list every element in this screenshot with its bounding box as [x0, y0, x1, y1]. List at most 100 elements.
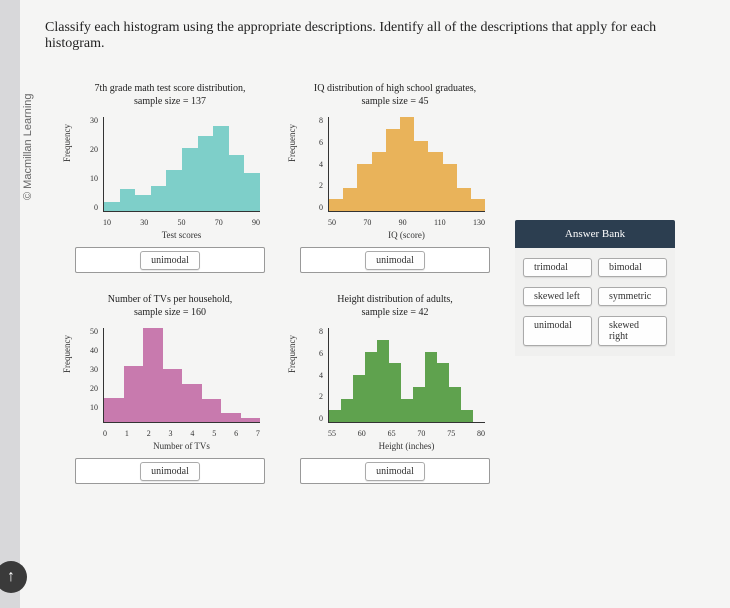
y-tick: 2 — [300, 182, 326, 190]
arrow-up-icon: ↑ — [7, 568, 15, 586]
x-ticks: 556065707580 — [328, 429, 485, 438]
bar — [166, 170, 182, 211]
bar — [120, 189, 136, 211]
drop-zone-3[interactable]: unimodal — [75, 458, 265, 484]
bar — [457, 188, 471, 212]
x-axis-label: Number of TVs — [103, 441, 260, 451]
plot-area — [328, 328, 485, 423]
x-tick: 130 — [473, 218, 485, 227]
drop-zone-1[interactable]: unimodal — [75, 247, 265, 273]
chart-title: 7th grade math test score distribution, … — [94, 82, 245, 108]
chart-cell-3: Number of TVs per household, sample size… — [65, 293, 275, 484]
bar — [163, 369, 183, 422]
bar — [413, 387, 425, 422]
bar — [386, 129, 400, 211]
answer-bank-chip[interactable]: symmetric — [598, 287, 667, 306]
bar — [329, 199, 343, 211]
x-tick: 7 — [256, 429, 260, 438]
x-tick: 70 — [215, 218, 223, 227]
answer-bank-header: Answer Bank — [515, 220, 675, 248]
chart-title: Height distribution of adults, sample si… — [337, 293, 453, 319]
bar — [425, 352, 437, 423]
x-axis-label: Test scores — [103, 230, 260, 240]
x-tick: 0 — [103, 429, 107, 438]
y-tick: 2 — [300, 393, 326, 401]
y-tick: 10 — [75, 175, 101, 183]
bar — [241, 418, 261, 422]
chart-cell-4: Height distribution of adults, sample si… — [290, 293, 500, 484]
bar — [343, 188, 357, 212]
answer-chip[interactable]: unimodal — [140, 251, 200, 270]
content-grid: 7th grade math test score distribution, … — [65, 82, 715, 484]
y-tick: 50 — [75, 328, 101, 336]
y-axis-label: Frequency — [287, 335, 297, 373]
y-ticks: 10 20 30 40 50 — [75, 328, 101, 423]
y-axis-label: Frequency — [62, 335, 72, 373]
x-tick: 50 — [178, 218, 186, 227]
answer-bank-chip[interactable]: skewed right — [598, 316, 667, 346]
y-tick: 10 — [75, 404, 101, 412]
y-tick: 20 — [75, 146, 101, 154]
bar — [353, 375, 365, 422]
x-ticks: 507090110130 — [328, 218, 485, 227]
x-tick: 60 — [358, 429, 366, 438]
y-tick: 0 — [300, 415, 326, 423]
answer-bank-chip[interactable]: skewed left — [523, 287, 592, 306]
bar — [143, 328, 163, 422]
bar — [229, 155, 245, 211]
bar — [377, 340, 389, 422]
x-tick: 4 — [190, 429, 194, 438]
bar — [135, 195, 151, 211]
answer-bank-body: trimodal bimodal skewed left symmetric unimo… — [515, 248, 675, 356]
bar — [221, 413, 241, 422]
y-tick: 0 — [300, 204, 326, 212]
y-tick: 30 — [75, 366, 101, 374]
answer-chip[interactable]: unimodal — [365, 251, 425, 270]
bar — [329, 410, 341, 422]
x-tick: 6 — [234, 429, 238, 438]
bar — [182, 148, 198, 211]
x-tick: 30 — [140, 218, 148, 227]
x-tick: 50 — [328, 218, 336, 227]
y-tick: 6 — [300, 350, 326, 358]
bar — [244, 173, 260, 211]
y-axis-label: Frequency — [287, 124, 297, 162]
x-tick: 65 — [388, 429, 396, 438]
x-tick: 3 — [169, 429, 173, 438]
bar — [414, 141, 428, 212]
plot-area — [328, 117, 485, 212]
y-tick: 4 — [300, 372, 326, 380]
chart-4: Frequency 02468 556065707580 Height (inc… — [300, 323, 490, 443]
x-tick: 110 — [434, 218, 446, 227]
drop-zone-2[interactable]: unimodal — [300, 247, 490, 273]
answer-bank-chip[interactable]: trimodal — [523, 258, 592, 277]
bar — [341, 399, 353, 423]
publisher-label: © Macmillan Learning — [22, 93, 34, 200]
instruction-text: Classify each histogram using the approp… — [45, 20, 715, 52]
x-tick: 70 — [363, 218, 371, 227]
x-tick: 80 — [477, 429, 485, 438]
chart-cell-2: IQ distribution of high school graduates… — [290, 82, 500, 273]
answer-chip[interactable]: unimodal — [365, 462, 425, 481]
chart-1: Frequency 0102030 1030507090 Test scores — [75, 112, 265, 232]
y-ticks: 02468 — [300, 328, 326, 423]
y-ticks: 02468 — [300, 117, 326, 212]
y-tick: 40 — [75, 347, 101, 355]
bar — [357, 164, 371, 211]
chart-title: IQ distribution of high school graduates… — [314, 82, 476, 108]
answer-bank-chip[interactable]: unimodal — [523, 316, 592, 346]
bar — [401, 399, 413, 423]
bar — [372, 152, 386, 211]
y-ticks: 0102030 — [75, 117, 101, 212]
answer-bank-chip[interactable]: bimodal — [598, 258, 667, 277]
y-tick: 30 — [75, 117, 101, 125]
x-tick: 90 — [252, 218, 260, 227]
bar — [182, 384, 202, 422]
drop-zone-4[interactable]: unimodal — [300, 458, 490, 484]
answer-chip[interactable]: unimodal — [140, 462, 200, 481]
x-ticks: 1030507090 — [103, 218, 260, 227]
bar — [437, 363, 449, 422]
page: © Macmillan Learning Classify each histo… — [20, 0, 730, 608]
x-tick: 55 — [328, 429, 336, 438]
y-tick: 20 — [75, 385, 101, 393]
